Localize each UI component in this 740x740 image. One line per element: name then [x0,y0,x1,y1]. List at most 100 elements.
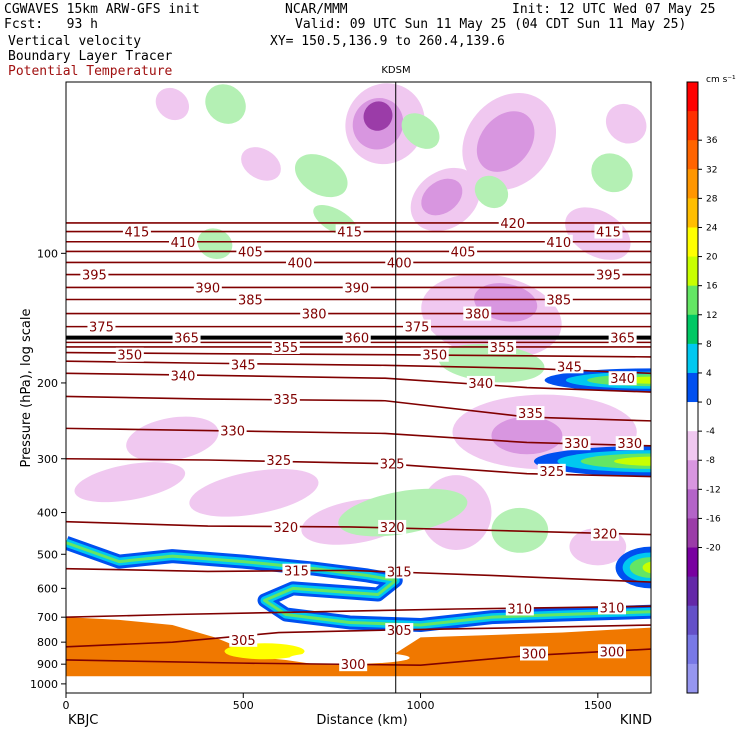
theta-label: 335 [273,393,298,408]
colorbar-swatch [687,227,698,258]
theta-contour-335 [66,395,651,422]
theta-label: 305 [387,624,412,639]
vv-blob-neg_light [126,416,219,462]
x-axis-label: Distance (km) [316,713,407,728]
colorbar-swatch [687,663,698,694]
theta-label: 315 [284,565,309,580]
vv-blob-neg_dark [363,101,393,131]
theta-label: 360 [344,332,369,347]
theta-label: 375 [89,321,114,336]
colorbar-tick-label: -4 [706,427,715,437]
header-forecast-hour: Fcst: 93 h [4,17,98,32]
colorbar-swatch [687,576,698,607]
theta-label: 320 [592,528,617,543]
vv-blob-neg_light [155,87,190,121]
colorbar-swatch [687,314,698,345]
theta-label-bg [342,280,371,295]
colorbar-unit: cm s⁻¹ [706,75,736,85]
colorbar-swatch [687,489,698,519]
y-tick-label: 500 [37,548,58,561]
theta-label: 340 [171,369,196,384]
theta-label: 330 [564,437,589,452]
theta-label-bg [122,224,151,239]
plot-frame [65,81,652,694]
y-tick-label: 200 [37,377,58,390]
plot-background [66,82,651,693]
x-tick-label: 500 [233,699,254,712]
theta-label-bg [282,563,311,578]
theta-contour-300 [66,648,651,667]
theta-label: 415 [124,226,149,241]
colorbar-tick-label: 8 [706,340,712,350]
theta-label-bg [516,406,545,421]
theta-label: 410 [171,236,196,251]
x-tick-label: 1000 [407,699,435,712]
theta-label-bg [594,224,623,239]
jet-east-low-yellow [642,561,651,574]
colorbar-frame [686,81,699,694]
theta-label-bg [236,244,265,259]
theta-label: 385 [238,293,263,308]
y-axis-label: Pressure (hPa), log scale [19,309,34,468]
bl-tracer-area [66,617,651,693]
colorbar-tick-label: 28 [706,194,718,204]
theta-label: 380 [302,308,327,323]
theta-label-bg [236,292,265,307]
field-name-bl-tracer: Boundary Layer Tracer [8,49,173,64]
theta-label: 300 [600,645,625,660]
y-tick-label: 100 [37,247,58,260]
theta-contour-350 [66,351,651,358]
theta-label: 335 [518,407,543,422]
theta-label-bg [378,456,407,471]
theta-label: 350 [422,349,447,364]
colorbar-swatch [687,402,698,432]
theta-label: 400 [288,256,313,271]
theta-label-bg [218,423,247,438]
theta-contour-315 [66,567,651,583]
theta-label-bg [466,375,495,390]
theta-label: 340 [468,377,493,392]
theta-label-bg [87,319,116,334]
theta-label: 300 [341,658,366,673]
theta-label: 400 [387,256,412,271]
x-start-station: KBJC [68,713,98,728]
theta-label: 405 [238,245,263,260]
header-init-time: Init: 12 UTC Wed 07 May 25 [512,2,716,17]
colorbar-swatch [687,169,698,199]
colorbar-swatch [687,256,698,287]
theta-label-bg [544,292,573,307]
y-tick-label: 700 [37,611,58,624]
vv-blob-neg_mid [491,416,563,455]
colorbar-tick-label: -16 [706,514,721,524]
theta-label: 415 [337,226,362,241]
theta-label-bg [300,306,329,321]
theta-label-bg [449,244,478,259]
vv-blob-pos_light [438,344,545,383]
theta-label: 415 [596,226,621,241]
vv-blob-neg_light [189,469,319,517]
y-tick-label: 900 [37,658,58,671]
theta-label-bg [537,463,566,478]
theta-label-bg [615,436,644,451]
theta-label: 395 [82,269,107,284]
theta-label-bg [229,632,258,647]
theta-label: 350 [117,349,142,364]
theta-label-bg [590,526,619,541]
theta-label: 345 [557,360,582,375]
theta-label-bg [172,330,201,345]
theta-label-bg [555,359,584,374]
theta-label-bg [420,347,449,362]
colorbar-swatch [687,372,698,403]
theta-label-bg [598,600,626,615]
x-axis: 0 500 1000 1500 [63,693,612,712]
vv-blob-neg_mid [476,111,535,172]
theta-label-bg [385,564,414,579]
vv-blob-pos_light [294,154,348,198]
colorbar-tick-label: 12 [706,311,717,321]
theta-contour-310 [66,605,651,618]
y-tick-label: 800 [37,636,58,649]
theta-label: 325 [539,465,564,480]
vv-blob-pos_light [591,153,633,193]
